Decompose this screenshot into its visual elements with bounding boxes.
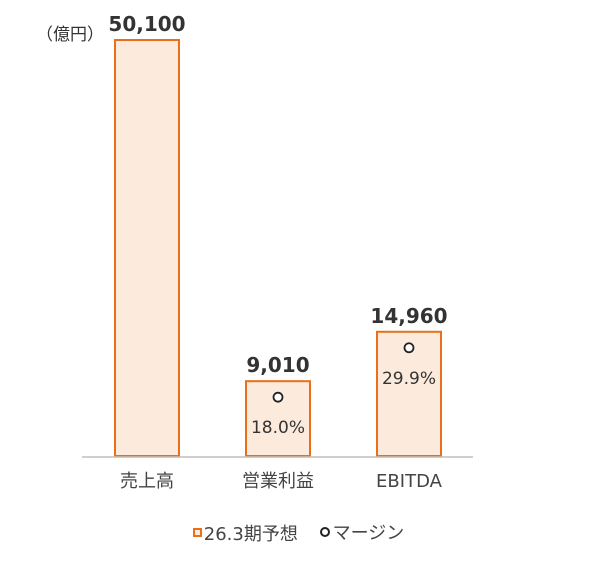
legend: 26.3期予想 マージン <box>0 519 597 546</box>
legend-item-margin: マージン <box>319 519 405 545</box>
bar-1 <box>114 39 180 457</box>
legend-swatch-bar <box>192 528 202 537</box>
category-label-1: 売上高 <box>120 471 174 492</box>
legend-item-forecast: 26.3期予想 <box>192 520 298 546</box>
margin-label-2: 18.0% <box>251 418 305 438</box>
legend-label-margin: マージン <box>332 523 405 544</box>
margin-label-3: 29.9% <box>382 369 436 389</box>
margin-marker-2 <box>272 391 284 403</box>
bar-value-label-2: 9,010 <box>246 353 309 377</box>
legend-swatch-marker <box>319 527 330 537</box>
category-label-2: 営業利益 <box>242 471 314 492</box>
unit-label: （億円） <box>36 25 104 45</box>
category-label-3: EBITDA <box>376 471 443 492</box>
margin-marker-3 <box>403 342 415 354</box>
legend-label-forecast: 26.3期予想 <box>203 523 298 545</box>
bar-value-label-1: 50,100 <box>108 12 185 36</box>
bar-value-label-3: 14,960 <box>370 304 447 328</box>
